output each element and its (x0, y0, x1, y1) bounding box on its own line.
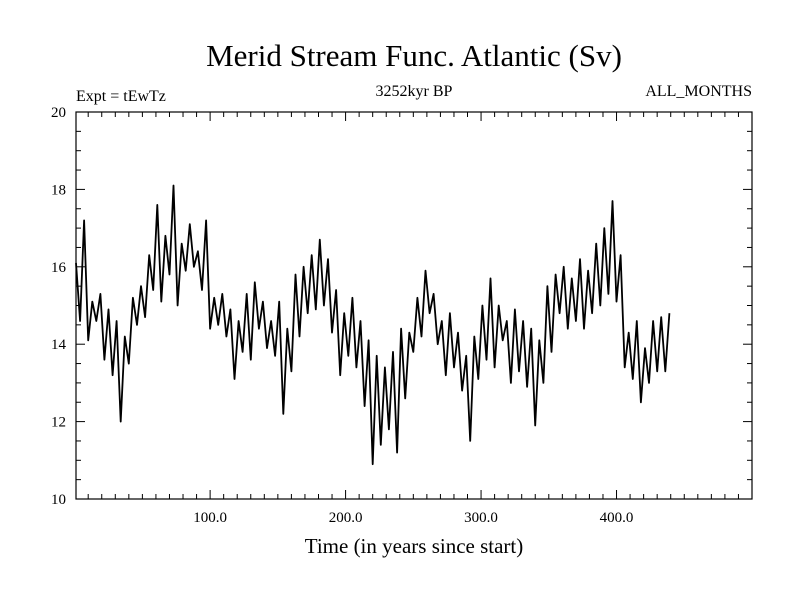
axis-ticks (76, 112, 752, 499)
axis-tick-labels: 100.0 200.0 300.0 400.0 10 12 14 16 18 20 (51, 105, 633, 526)
y-tick-label: 20 (51, 105, 66, 121)
chart-subtitle-center: 3252kyr BP (376, 83, 453, 100)
series-line (75, 184, 671, 466)
x-axis-label: Time (in years since start) (305, 534, 524, 558)
x-tick-label: 400.0 (600, 510, 634, 526)
x-tick-label: 200.0 (329, 510, 363, 526)
y-tick-label: 12 (51, 415, 66, 431)
x-tick-label: 100.0 (193, 510, 227, 526)
y-tick-label: 14 (51, 337, 67, 353)
chart-subtitle-right: ALL_MONTHS (645, 83, 752, 100)
plot-frame (75, 111, 753, 500)
chart-subtitle-left: Expt = tEwTz (76, 88, 166, 105)
y-tick-label: 16 (51, 260, 67, 276)
y-tick-label: 10 (51, 492, 66, 508)
y-tick-label: 18 (51, 182, 66, 198)
x-tick-label: 300.0 (464, 510, 498, 526)
chart-title: Merid Stream Func. Atlantic (Sv) (206, 38, 622, 73)
